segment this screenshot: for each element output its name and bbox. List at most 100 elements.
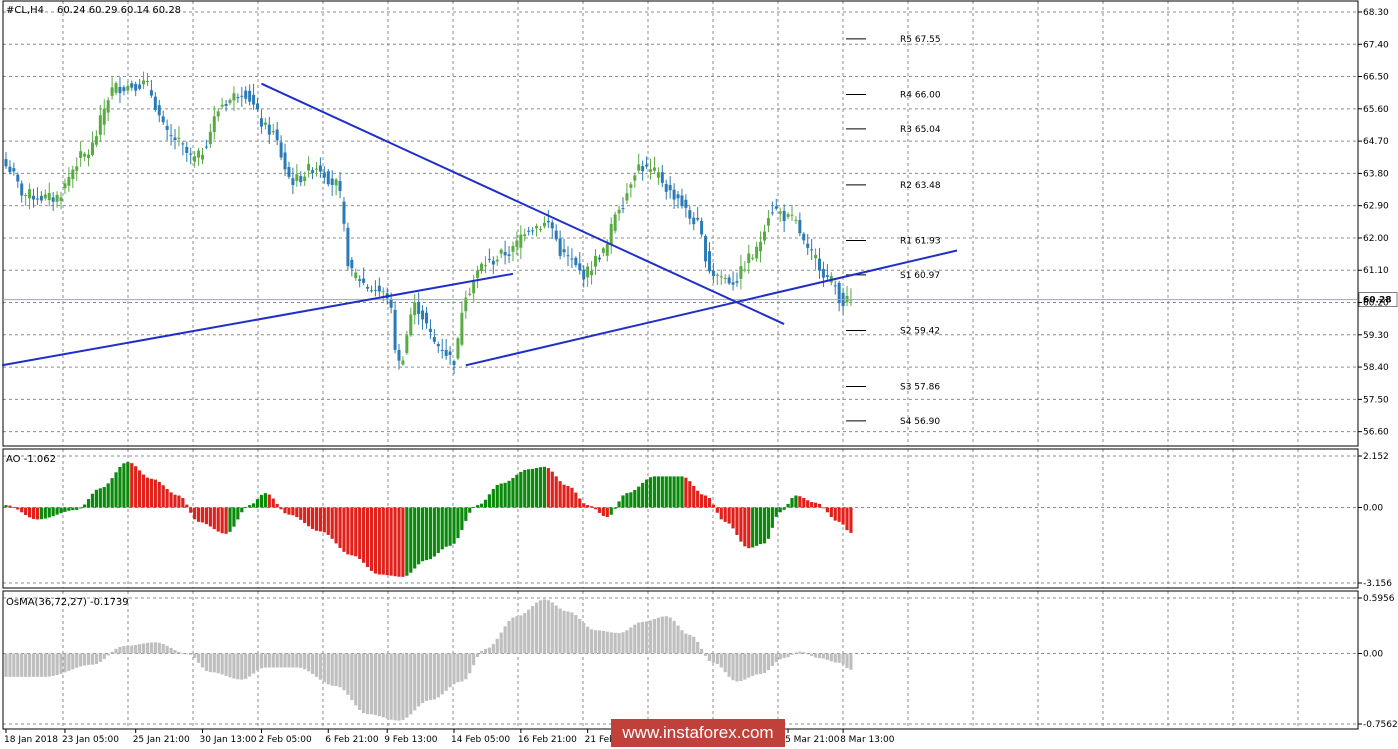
osma-bar	[299, 653, 303, 668]
candle-body	[51, 197, 55, 202]
ao-bar	[727, 507, 731, 524]
osma-bar	[558, 608, 562, 654]
candle-body	[20, 183, 24, 196]
y-tick-label: -0.7562	[1363, 720, 1398, 730]
osma-bar	[318, 653, 322, 680]
ao-bar	[8, 505, 12, 508]
osma-bar	[578, 618, 582, 654]
y-tick-label: 57.50	[1363, 395, 1389, 405]
osma-bar	[193, 653, 197, 659]
ao-bar	[782, 507, 786, 510]
ao-bar	[287, 507, 291, 515]
candle-body	[845, 295, 849, 303]
ao-bar	[511, 477, 515, 508]
ao-bar	[401, 507, 405, 577]
ao-bar	[601, 507, 605, 516]
candle-body	[43, 194, 47, 199]
ao-bar	[16, 507, 20, 510]
candle-body	[531, 230, 535, 232]
candle-body	[483, 265, 487, 267]
osma-bar	[432, 653, 436, 700]
ao-bar	[193, 507, 197, 520]
candle-body	[32, 195, 36, 200]
candle-body	[436, 343, 440, 347]
ao-panel[interactable]	[4, 462, 853, 577]
candle-body	[570, 258, 574, 260]
candle-body	[4, 159, 8, 167]
ao-bar	[531, 468, 535, 508]
candle-body	[381, 291, 385, 293]
candle-body	[747, 253, 751, 263]
osma-bar	[684, 633, 688, 654]
candle-body	[519, 234, 523, 248]
ao-bar	[833, 507, 837, 521]
candle-body	[790, 214, 794, 216]
candle-body	[664, 184, 668, 192]
osma-bar	[605, 631, 609, 654]
osma-bar	[79, 653, 83, 667]
osma-bar	[688, 634, 692, 654]
ao-bar	[617, 501, 621, 508]
osma-bar	[727, 653, 731, 677]
osma-panel[interactable]	[4, 599, 853, 721]
ao-bar	[586, 505, 590, 508]
ao-bar	[389, 507, 393, 576]
candle-body	[232, 93, 236, 101]
ao-bar	[106, 483, 110, 508]
osma-bar	[389, 653, 393, 720]
osma-bar	[212, 653, 216, 673]
osma-bar	[405, 653, 409, 718]
ao-bar	[307, 507, 311, 527]
ao-bar	[527, 469, 531, 508]
candle-body	[507, 254, 511, 256]
osma-bar	[381, 653, 385, 718]
ao-bar	[495, 485, 499, 508]
osma-bar	[644, 621, 649, 654]
instaforex-watermark[interactable]: www.instaforex.com	[611, 719, 785, 747]
ao-bar	[664, 476, 668, 508]
candle-body	[216, 111, 220, 117]
osma-bar	[43, 653, 47, 677]
candle-body	[590, 270, 594, 276]
candle-body	[511, 245, 515, 252]
osma-bar	[145, 642, 150, 654]
candle-body	[35, 198, 39, 200]
ao-bar	[189, 507, 193, 513]
pivot-label: S1 60.97	[900, 271, 940, 281]
osma-bar	[401, 653, 405, 720]
osma-bar	[338, 653, 342, 688]
osma-bar	[248, 653, 252, 677]
candle-body	[208, 131, 212, 145]
osma-bar	[743, 653, 747, 680]
candle-body	[153, 96, 157, 111]
trendline	[1, 272, 514, 367]
candle-body	[700, 220, 704, 235]
osma-bar	[130, 645, 134, 654]
osma-bar	[287, 653, 291, 668]
candle-body	[373, 289, 377, 291]
y-tick-label: 0.00	[1363, 503, 1383, 513]
ao-bar	[821, 507, 826, 509]
osma-bar	[589, 629, 594, 654]
ao-bar	[110, 478, 114, 508]
candle-body	[142, 80, 146, 85]
ao-bar	[232, 507, 236, 527]
candle-body	[295, 174, 299, 182]
osma-bar	[841, 653, 845, 665]
osma-bar	[204, 653, 209, 671]
osma-bar	[173, 650, 177, 654]
osma-bar	[593, 630, 598, 654]
osma-bar	[770, 653, 774, 667]
candle-body	[739, 266, 743, 279]
price-panel[interactable]: 60.28 R5 67.55 R4 66.00 R3 65.04 R2 63.48 R1 …	[1, 35, 1398, 427]
candle-body	[538, 228, 542, 230]
ao-bar	[35, 507, 40, 520]
osma-bar	[161, 643, 165, 654]
ao-bar	[613, 507, 617, 509]
candle-body	[181, 143, 185, 145]
osma-bar	[464, 653, 468, 680]
candle-body	[138, 84, 142, 89]
ao-bar	[279, 507, 283, 510]
osma-bar	[122, 646, 126, 654]
